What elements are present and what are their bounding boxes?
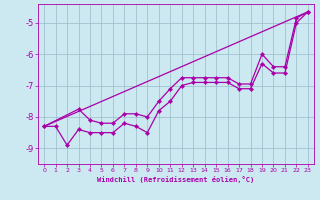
X-axis label: Windchill (Refroidissement éolien,°C): Windchill (Refroidissement éolien,°C) — [97, 176, 255, 183]
